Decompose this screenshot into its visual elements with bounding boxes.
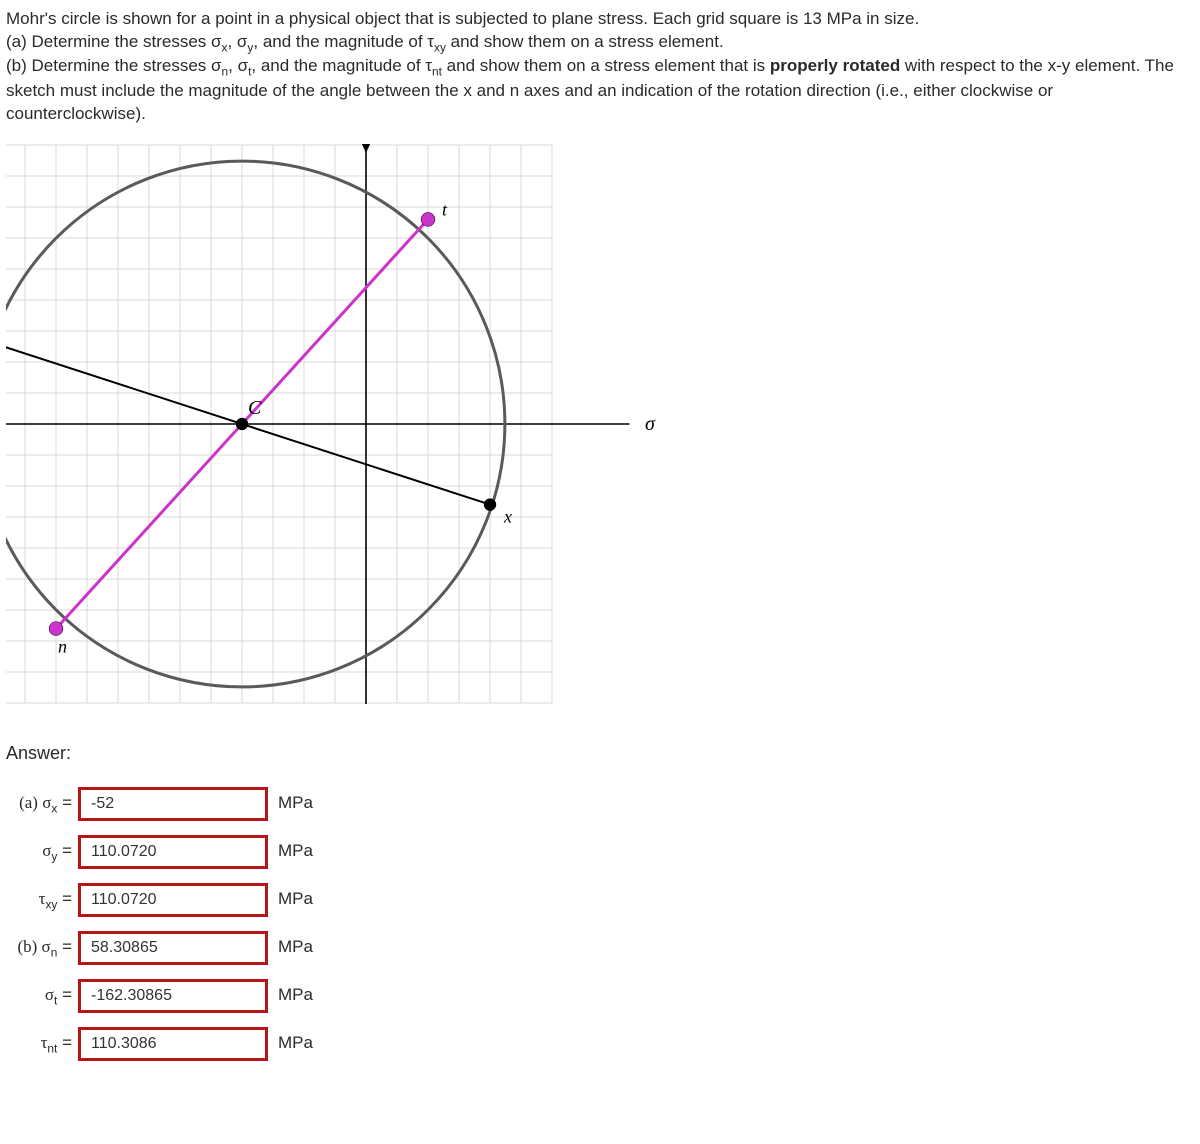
answer-unit: MPa <box>268 888 313 911</box>
answer-row: τnt =110.3086MPa <box>6 1027 1194 1061</box>
mohrs-circle-diagram: σxytnCττ <box>6 144 1194 711</box>
answer-label: τxy = <box>6 888 78 912</box>
svg-text:x: x <box>503 506 512 526</box>
answer-section: Answer: (a) σx =-52MPaσy =110.0720MPaτxy… <box>6 741 1194 1061</box>
problem-line-3: (b) Determine the stresses σn, σt, and t… <box>6 55 1194 125</box>
answer-input[interactable]: 58.30865 <box>78 931 268 965</box>
svg-text:t: t <box>442 199 448 219</box>
answer-input[interactable]: 110.3086 <box>78 1027 268 1061</box>
answer-heading: Answer: <box>6 741 1194 765</box>
answer-row: τxy =110.0720MPa <box>6 883 1194 917</box>
answer-unit: MPa <box>268 984 313 1007</box>
answer-row: σt =-162.30865MPa <box>6 979 1194 1013</box>
answer-input[interactable]: 110.0720 <box>78 883 268 917</box>
svg-text:n: n <box>58 636 67 656</box>
problem-line-1: Mohr's circle is shown for a point in a … <box>6 8 1194 31</box>
answer-label: σt = <box>6 984 78 1008</box>
answer-unit: MPa <box>268 936 313 959</box>
problem-statement: Mohr's circle is shown for a point in a … <box>6 8 1194 126</box>
answer-input[interactable]: -52 <box>78 787 268 821</box>
answer-unit: MPa <box>268 840 313 863</box>
answer-input[interactable]: 110.0720 <box>78 835 268 869</box>
problem-line-2: (a) Determine the stresses σx, σy, and t… <box>6 31 1194 55</box>
answer-unit: MPa <box>268 1032 313 1055</box>
answer-unit: MPa <box>268 792 313 815</box>
answer-row: σy =110.0720MPa <box>6 835 1194 869</box>
svg-text:σ: σ <box>645 413 656 435</box>
svg-text:C: C <box>248 397 262 419</box>
answer-row: (a) σx =-52MPa <box>6 787 1194 821</box>
answer-label: (b) σn = <box>6 936 78 960</box>
answer-label: (a) σx = <box>6 792 78 816</box>
answer-label: τnt = <box>6 1032 78 1056</box>
answer-row: (b) σn =58.30865MPa <box>6 931 1194 965</box>
answer-label: σy = <box>6 840 78 864</box>
answer-input[interactable]: -162.30865 <box>78 979 268 1013</box>
